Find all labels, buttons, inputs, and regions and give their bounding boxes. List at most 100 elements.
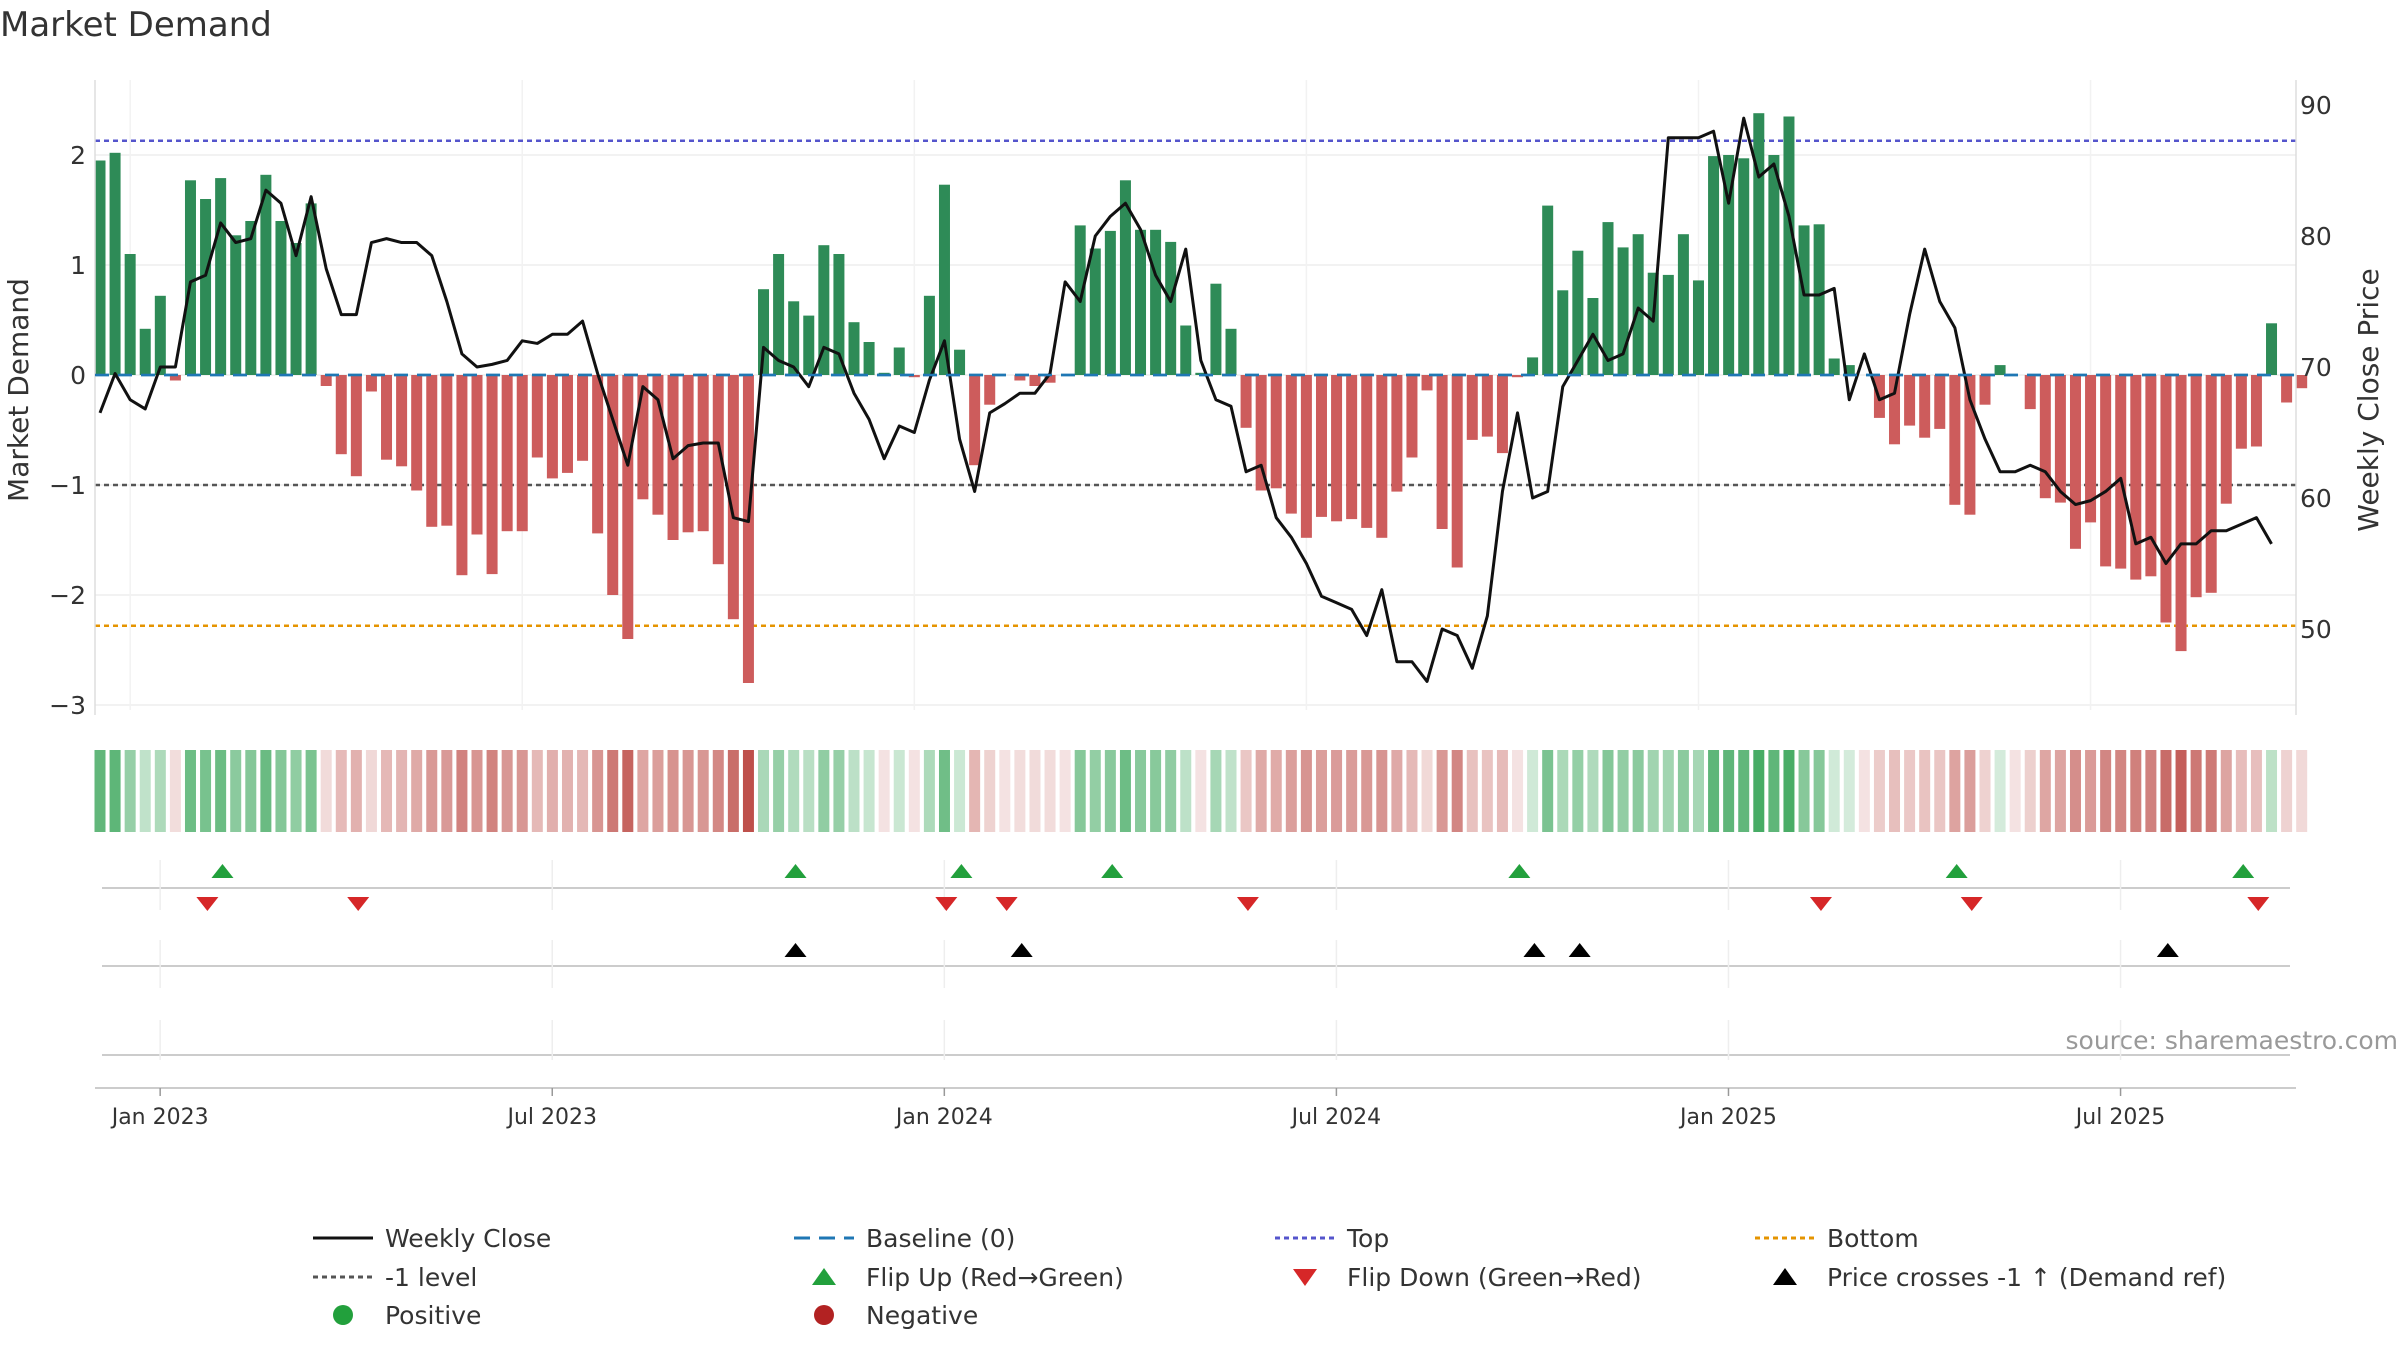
heat-cell [1346,750,1358,832]
heat-cell [154,750,166,832]
heat-cell [1753,750,1765,832]
heat-cell [878,750,890,832]
heat-cell [350,750,362,832]
positive-bar [290,243,302,375]
heat-cell [2085,750,2097,832]
flip-up-marker [1945,864,1968,878]
heat-cell [2296,750,2308,832]
positive-bar [773,254,785,375]
y2-tick-label: 60 [2300,484,2332,513]
heat-cell [411,750,423,832]
price-cross-marker [2156,943,2179,957]
heat-cell [803,750,815,832]
negative-bar [1481,375,1493,437]
heat-cell [1572,750,1584,832]
heat-cell [94,750,106,832]
heat-cell [1150,750,1162,832]
negative-bar [1029,375,1041,386]
reference-lines [95,139,2296,628]
negative-bar [456,375,468,576]
negative-bar [2024,375,2036,410]
heat-cell [2024,750,2036,832]
heat-cell [230,750,242,832]
heat-cell [2175,750,2187,832]
heat-cell [396,750,408,832]
heat-cell [561,750,573,832]
heat-cell [1361,750,1373,832]
negative-bar [441,375,453,526]
flip-down-marker [1236,897,1259,911]
heat-cell [652,750,664,832]
positive-bar [260,174,272,375]
heat-cell [305,750,317,832]
heat-cell [275,750,287,832]
flip-down-marker [2247,897,2270,911]
heat-cell [1044,750,1056,832]
heat-cell [1647,750,1659,832]
negative-bar [501,375,513,532]
positive-bar [803,315,815,375]
heat-cell [667,750,679,832]
heat-cell [2100,750,2112,832]
legend-price-cross-swatch [1773,1268,1797,1285]
heat-cell [1964,750,1976,832]
heat-cell [1934,750,1946,832]
negative-bar [592,375,604,534]
heat-cell [531,750,543,832]
heat-cell [546,750,558,832]
heat-cell [1180,750,1192,832]
heat-cell [1677,750,1689,832]
heat-cell [697,750,709,832]
heat-cell [2145,750,2157,832]
heat-cell [1632,750,1644,832]
heat-cell [1451,750,1463,832]
negative-bar [1512,375,1524,378]
positive-bar [200,199,212,375]
negative-bar [1346,375,1358,520]
x-tick-label: Jan 2023 [110,1105,209,1130]
negative-bar [727,375,739,620]
heat-cell [1481,750,1493,832]
heat-cell [1421,750,1433,832]
negative-bar [1421,375,1433,391]
positive-bar [758,289,770,375]
negative-bar [2115,375,2127,569]
negative-bar [2296,375,2308,389]
positive-bar [1104,230,1116,375]
heat-cell [1436,750,1448,832]
flip-down-marker [1960,897,1983,911]
heat-cell [335,750,347,832]
negative-bar [365,375,377,392]
heat-cell [124,750,136,832]
negative-bar [1889,375,1901,445]
heat-cell [1240,750,1252,832]
flip-up-marker [950,864,973,878]
positive-bar [863,342,875,375]
heat-cell [727,750,739,832]
demand-bars [94,113,2308,683]
negative-bar [697,375,709,532]
heat-cell [365,750,377,832]
negative-bar [350,375,362,477]
y-tick-label: 0 [70,361,86,390]
positive-bar [1150,229,1162,375]
heat-cell [2054,750,2066,832]
negative-bar [1331,375,1343,522]
negative-bar [1014,375,1026,381]
negative-bar [984,375,996,405]
negative-bar [682,375,694,533]
heat-cell [1119,750,1131,832]
negative-bar [1934,375,1946,429]
negative-bar [2220,375,2232,504]
x-tick-label: Jul 2023 [505,1105,597,1130]
heat-cell [607,750,619,832]
positive-bar [305,203,317,375]
negative-bar [1391,375,1403,492]
heat-cell [1059,750,1071,832]
negative-bar [1964,375,1976,515]
positive-bar [1602,222,1614,375]
event-markers [102,860,2290,1060]
positive-bar [1542,205,1554,375]
heat-cell [2130,750,2142,832]
